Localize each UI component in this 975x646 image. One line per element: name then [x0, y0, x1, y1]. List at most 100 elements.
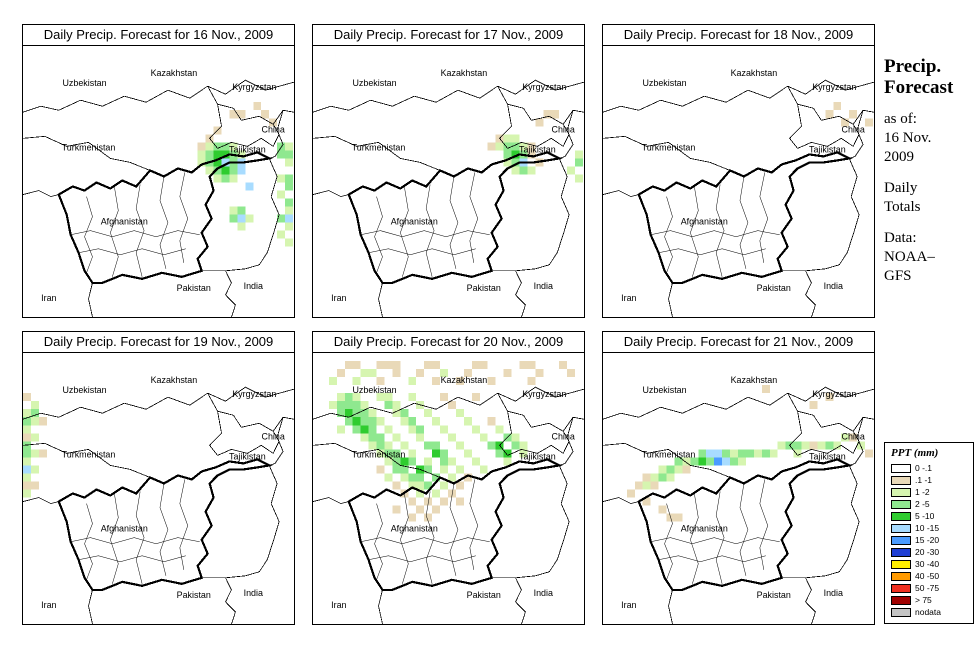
- legend-label: 50 -75: [915, 583, 940, 593]
- country-label-tajikistan: Tajikistan: [229, 144, 266, 154]
- precip-cell: [511, 433, 520, 442]
- caption-totals-line2: Totals: [884, 199, 921, 215]
- precip-cell: [511, 142, 520, 151]
- country-label-pakistan: Pakistan: [177, 283, 211, 293]
- precip-cell: [527, 142, 536, 151]
- country-label-turkmenistan: Turkmenistan: [642, 142, 696, 152]
- precip-cell: [328, 401, 337, 410]
- precip-cell: [285, 206, 294, 215]
- precip-cell: [285, 182, 294, 191]
- precip-cell: [753, 449, 762, 458]
- country-labels: Uzbekistan Kazakhstan Kyrgyzstan China Turkm…: [41, 375, 285, 610]
- precip-cell: [23, 481, 31, 490]
- precip-cell: [392, 433, 401, 442]
- country-label-afghanistan: Afghanistan: [391, 217, 438, 227]
- precip-cell: [642, 473, 651, 482]
- precip-cell: [698, 449, 707, 458]
- legend-label: > 75: [915, 595, 932, 605]
- precip-cell: [440, 393, 449, 402]
- country-label-turkmenistan: Turkmenistan: [352, 142, 406, 152]
- precip-cell: [527, 166, 536, 175]
- precip-cell: [801, 441, 810, 450]
- precip-cell: [384, 473, 393, 482]
- country-labels: Uzbekistan Kazakhstan Kyrgyzstan China Turkm…: [331, 375, 575, 610]
- precip-cell: [841, 118, 850, 127]
- panel-title: Daily Precip. Forecast for 17 Nov., 2009: [312, 24, 585, 46]
- precip-cell: [424, 361, 433, 370]
- precip-cell: [455, 409, 464, 418]
- country-label-afghanistan: Afghanistan: [391, 524, 438, 534]
- precip-cell: [23, 417, 31, 426]
- precip-cell: [567, 369, 576, 378]
- precip-cell: [738, 449, 746, 458]
- country-label-kazakhstan: Kazakhstan: [731, 375, 778, 385]
- country-label-afghanistan: Afghanistan: [101, 217, 148, 227]
- precip-cell: [658, 505, 667, 514]
- precip-cell: [384, 425, 393, 434]
- map-svg: Uzbekistan Kazakhstan Kyrgyzstan China Turkm…: [313, 361, 584, 624]
- country-label-pakistan: Pakistan: [757, 590, 791, 600]
- precip-cell: [575, 174, 584, 183]
- precip-cell: [368, 417, 377, 426]
- precip-cell: [432, 361, 441, 370]
- precip-cell: [197, 158, 206, 167]
- precip-cell: [23, 433, 31, 442]
- precip-cell: [408, 457, 417, 466]
- map-svg: Uzbekistan Kazakhstan Kyrgyzstan China Turkm…: [603, 68, 874, 317]
- precip-cell: [392, 401, 401, 410]
- precip-cell: [682, 465, 691, 474]
- precip-cell: [730, 449, 739, 458]
- precip-cell: [487, 377, 496, 386]
- country-label-china: China: [552, 124, 575, 134]
- precip-cell: [392, 457, 401, 466]
- country-label-kyrgyzstan: Kyrgyzstan: [522, 389, 566, 399]
- precip-cell: [344, 409, 353, 418]
- precip-cell: [360, 409, 369, 418]
- precip-cell: [503, 449, 512, 458]
- precip-cell: [416, 425, 425, 434]
- precip-cell: [229, 142, 238, 151]
- precip-legend: PPT (mm) 0 -.1 .1 -1 1 -2 2 -5 5 -10 10 -15 15…: [884, 442, 974, 624]
- precip-cell: [471, 457, 480, 466]
- precip-cell: [213, 166, 222, 175]
- precip-cell: [384, 441, 393, 450]
- precip-cell: [543, 110, 552, 119]
- precip-cell: [392, 481, 401, 490]
- sidebar-caption: Precip. Forecast as of: 16 Nov. 2009 Dai…: [884, 56, 975, 286]
- legend-row: 20 -30: [891, 546, 969, 558]
- country-label-iran: Iran: [621, 600, 636, 610]
- panel-title: Daily Precip. Forecast for 16 Nov., 2009: [22, 24, 295, 46]
- precip-cell: [503, 134, 512, 143]
- legend-swatch: [891, 607, 911, 617]
- map-svg: Uzbekistan Kazakhstan Kyrgyzstan China Turkm…: [23, 68, 294, 317]
- country-label-kazakhstan: Kazakhstan: [151, 68, 198, 78]
- country-label-india: India: [244, 281, 263, 291]
- caption-title-line2: Forecast: [884, 77, 954, 98]
- panel-title: Daily Precip. Forecast for 19 Nov., 2009: [22, 331, 295, 353]
- precip-cell: [440, 497, 449, 506]
- country-label-uzbekistan: Uzbekistan: [642, 78, 686, 88]
- spacer: [884, 167, 975, 179]
- legend-label: 10 -15: [915, 523, 940, 533]
- country-label-kazakhstan: Kazakhstan: [731, 68, 778, 78]
- precip-cell: [519, 166, 528, 175]
- precip-cell: [865, 449, 874, 458]
- legend-label: 15 -20: [915, 535, 940, 545]
- precip-cell: [424, 441, 433, 450]
- precip-cell: [416, 481, 425, 490]
- precip-cell: [479, 433, 488, 442]
- panel-title: Daily Precip. Forecast for 20 Nov., 2009: [312, 331, 585, 353]
- precip-cell: [825, 393, 834, 402]
- precip-cell: [511, 441, 520, 450]
- precip-cell: [30, 433, 39, 442]
- country-label-india: India: [824, 281, 843, 291]
- precip-cell: [376, 417, 385, 426]
- country-label-kazakhstan: Kazakhstan: [441, 68, 488, 78]
- precip-cell: [197, 150, 206, 159]
- precip-cell: [368, 433, 377, 442]
- legend-row: 2 -5: [891, 498, 969, 510]
- precip-cell: [634, 481, 643, 490]
- precip-cell: [376, 433, 385, 442]
- precip-cell: [285, 222, 294, 231]
- precip-cell: [535, 118, 544, 127]
